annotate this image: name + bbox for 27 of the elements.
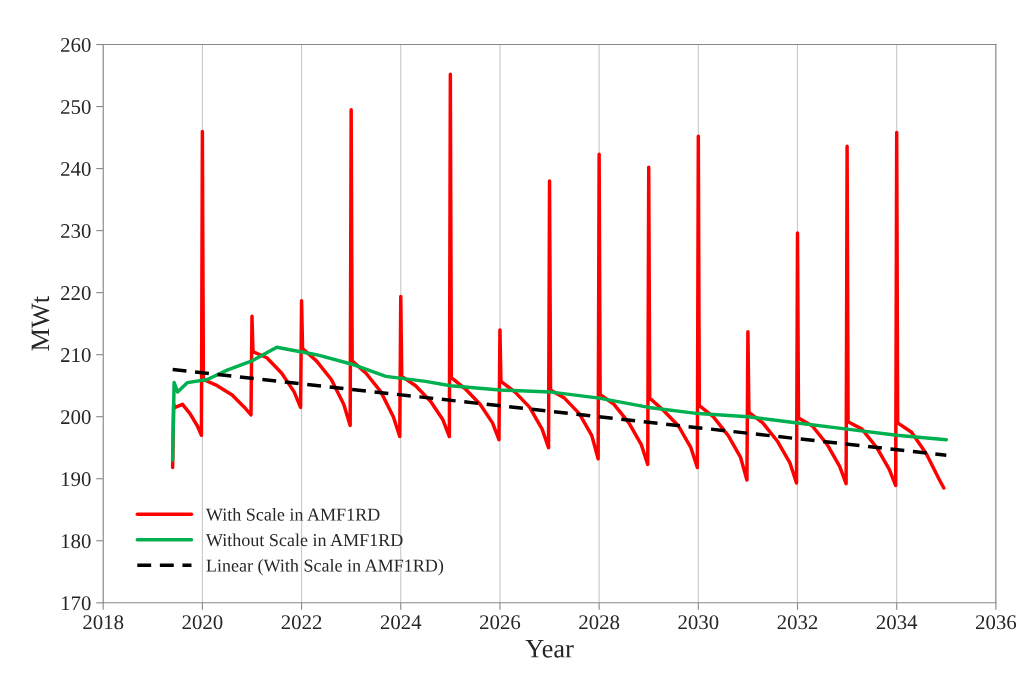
- x-tick-label: 2024: [380, 615, 422, 630]
- x-tick-label: 2020: [182, 615, 223, 630]
- legend-label: Linear (With Scale in AMF1RD): [206, 559, 444, 576]
- y-tick-label: 230: [61, 223, 91, 239]
- line-series: [170, 345, 949, 462]
- y-axis-title: MWt: [31, 295, 50, 351]
- x-tick-label: 2026: [480, 615, 521, 630]
- x-tick-label: 2036: [975, 615, 1017, 630]
- x-tick-label: 2028: [579, 615, 620, 630]
- x-tick-label: 2034: [876, 615, 918, 630]
- x-tick-label: 2030: [678, 615, 719, 630]
- y-tick-label: 170: [61, 596, 91, 611]
- y-tick-label: 250: [61, 99, 91, 114]
- line-series: [170, 72, 946, 490]
- x-tick-label: 2022: [281, 615, 322, 630]
- legend-label: With Scale in AMF1RD: [205, 507, 380, 521]
- legend-label: Without Scale in AMF1RD: [205, 533, 403, 547]
- x-axis-title: Year: [525, 640, 574, 658]
- x-tick-label: 2032: [777, 615, 818, 630]
- y-tick-label: 200: [61, 410, 91, 425]
- y-tick-label: 190: [61, 472, 91, 487]
- y-tick-label: 180: [61, 534, 91, 549]
- y-tick-label: 220: [61, 286, 91, 301]
- x-tick-label: 2018: [83, 615, 124, 630]
- y-tick-label: 210: [61, 348, 91, 363]
- y-tick-label: 240: [61, 161, 91, 177]
- y-tick-label: 260: [61, 37, 91, 52]
